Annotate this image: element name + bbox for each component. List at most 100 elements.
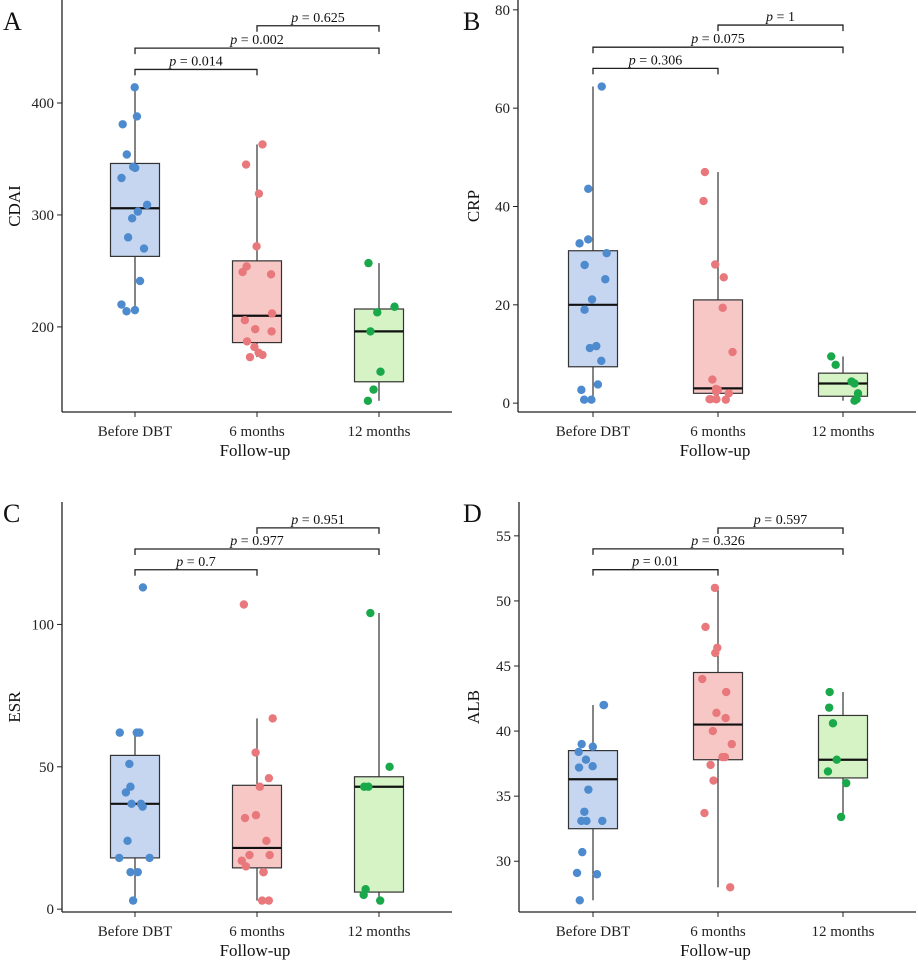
comparison-bracket: [717, 527, 844, 535]
y-tick-label: 50: [39, 760, 54, 776]
data-point: [242, 337, 252, 346]
data-point: [708, 375, 717, 384]
comparison-bracket: [592, 67, 719, 75]
p-value-label: p = 1: [765, 10, 795, 25]
box-1: [231, 784, 283, 869]
comparison-bracket: [717, 24, 844, 32]
p-value-label: p = 0.597: [753, 513, 807, 528]
data-point: [597, 82, 606, 91]
data-point: [123, 233, 133, 242]
p-symbol: p: [690, 32, 702, 47]
data-point: [385, 762, 394, 771]
p-symbol: p: [290, 11, 302, 26]
x-axis-title: Follow-up: [680, 941, 751, 960]
data-point: [578, 847, 587, 857]
p-value-label: p = 0.977: [229, 534, 283, 549]
data-point: [580, 260, 589, 270]
data-point: [719, 273, 728, 282]
data-point: [598, 816, 607, 826]
data-point: [705, 395, 714, 404]
panel-D: D 30 35 40 45 50 55 Before DBT 6 months 12 months…: [463, 499, 916, 960]
data-point: [139, 244, 149, 253]
p-symbol: p: [631, 555, 643, 570]
comparison-bracket: [592, 569, 719, 576]
data-point: [718, 752, 727, 762]
x-tick-label: 6 months: [690, 424, 746, 440]
data-point: [831, 360, 840, 370]
x-axis-title: Follow-up: [220, 941, 291, 960]
data-point: [122, 307, 131, 316]
panel-A: A 200 300 400 Before DBT 6 months 12 months Fol…: [3, 0, 452, 460]
y-tick-label: 400: [32, 96, 55, 112]
data-point: [584, 184, 593, 193]
y-tick-label: 40: [496, 724, 511, 740]
p-value: = 0.597: [764, 513, 807, 528]
data-point: [602, 248, 611, 258]
data-point: [575, 239, 584, 248]
box-1: [692, 299, 744, 394]
p-symbol: p: [229, 534, 241, 549]
data-point: [121, 788, 131, 797]
data-point: [369, 385, 378, 394]
y-tick-label: 40: [495, 199, 510, 215]
data-point: [850, 396, 859, 405]
data-point: [725, 883, 735, 892]
data-point: [828, 719, 838, 728]
panel-label: B: [463, 7, 480, 36]
data-point: [832, 755, 841, 764]
data-point: [710, 260, 720, 269]
data-point: [264, 896, 274, 905]
data-point: [133, 867, 142, 877]
data-point: [836, 812, 846, 822]
y-tick-label: 55: [496, 529, 511, 545]
p-value: = 0.625: [302, 11, 345, 26]
data-point: [700, 808, 709, 818]
p-symbol: p: [753, 513, 765, 528]
data-point: [584, 785, 593, 794]
data-point: [728, 347, 737, 357]
data-point: [823, 767, 833, 776]
data-point: [267, 327, 276, 336]
p-value: = 0.075: [702, 32, 745, 47]
y-tick-label: 300: [32, 208, 55, 224]
p-symbol: p: [690, 534, 702, 549]
data-point: [132, 112, 142, 121]
data-point: [364, 258, 373, 268]
data-point: [721, 395, 730, 404]
data-point: [122, 150, 132, 159]
data-point: [577, 385, 586, 395]
x-tick-label: Before DBT: [98, 424, 173, 440]
data-point: [254, 189, 264, 198]
data-point: [258, 350, 267, 360]
panel-label: C: [3, 499, 20, 528]
data-point: [117, 300, 126, 309]
comparison-bracket: [134, 548, 380, 555]
p-symbol: p: [168, 54, 180, 69]
data-point: [584, 235, 593, 244]
y-tick-label: 30: [496, 854, 511, 870]
p-symbol: p: [229, 33, 241, 48]
data-point: [241, 862, 251, 871]
y-tick-label: 35: [496, 789, 511, 805]
p-value-label: p = 0.002: [229, 33, 283, 48]
data-point: [262, 836, 271, 846]
data-point: [240, 315, 250, 325]
p-value: = 0.01: [643, 555, 679, 570]
comparison-bracket: [256, 527, 380, 534]
y-tick-label: 100: [32, 617, 55, 633]
y-axis-title: CRP: [464, 190, 483, 222]
data-point: [239, 600, 249, 609]
data-point: [142, 200, 152, 210]
data-point: [842, 778, 851, 788]
data-point: [115, 853, 124, 863]
data-point: [376, 367, 385, 376]
x-tick-label: 12 months: [348, 424, 411, 440]
data-point: [721, 713, 730, 723]
p-symbol: p: [628, 53, 640, 68]
data-point: [585, 343, 595, 353]
p-value-label: p = 0.625: [290, 11, 344, 26]
data-point: [724, 389, 734, 398]
y-tick-label: 60: [495, 101, 510, 117]
x-tick-label: 12 months: [812, 924, 875, 940]
x-tick-label: Before DBT: [556, 424, 631, 440]
